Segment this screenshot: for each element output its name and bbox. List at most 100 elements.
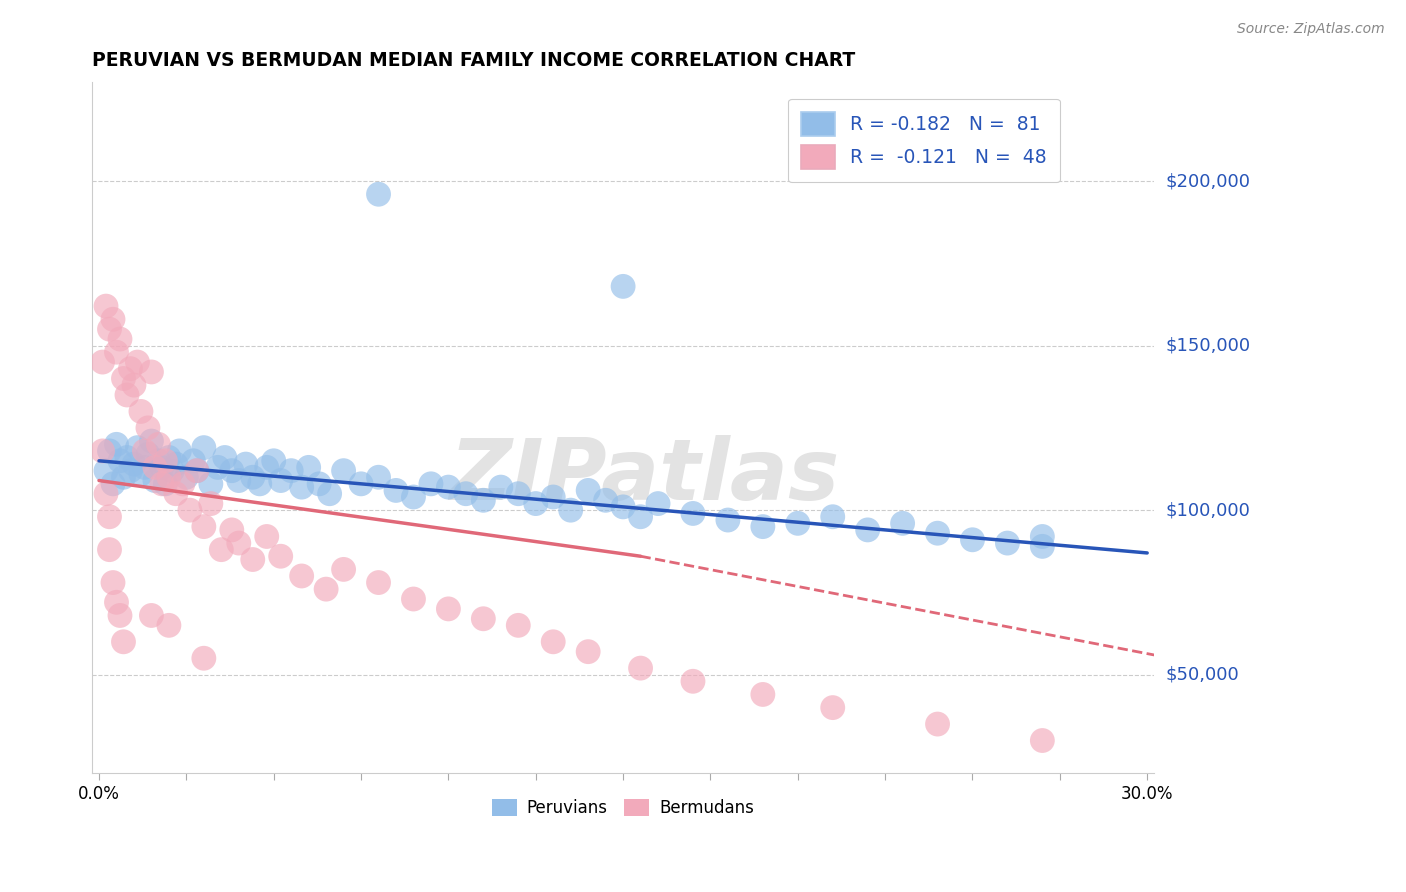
Point — [263, 454, 285, 468]
Point — [270, 549, 292, 564]
Point — [962, 533, 984, 547]
Point — [612, 279, 634, 293]
Point — [91, 355, 114, 369]
Point — [108, 454, 131, 468]
Point — [183, 454, 205, 468]
Point — [332, 464, 354, 478]
Point — [157, 470, 180, 484]
Point — [108, 332, 131, 346]
Point — [576, 645, 599, 659]
Text: $50,000: $50,000 — [1166, 665, 1239, 683]
Point — [332, 562, 354, 576]
Point — [179, 503, 201, 517]
Point — [134, 460, 156, 475]
Point — [193, 441, 215, 455]
Point — [105, 595, 128, 609]
Point — [472, 493, 495, 508]
Text: $150,000: $150,000 — [1166, 336, 1250, 355]
Point — [298, 460, 321, 475]
Point — [402, 490, 425, 504]
Point — [136, 421, 159, 435]
Point — [308, 476, 330, 491]
Point — [91, 444, 114, 458]
Point — [856, 523, 879, 537]
Point — [186, 464, 208, 478]
Text: Source: ZipAtlas.com: Source: ZipAtlas.com — [1237, 22, 1385, 37]
Point — [270, 474, 292, 488]
Point — [256, 460, 278, 475]
Point — [98, 542, 121, 557]
Point — [112, 635, 135, 649]
Point — [576, 483, 599, 498]
Point — [108, 608, 131, 623]
Point — [150, 460, 173, 475]
Point — [524, 497, 547, 511]
Point — [101, 575, 124, 590]
Text: ZIPatlas: ZIPatlas — [450, 434, 839, 517]
Point — [472, 612, 495, 626]
Point — [630, 509, 652, 524]
Point — [134, 444, 156, 458]
Point — [891, 516, 914, 531]
Point — [122, 378, 145, 392]
Point — [242, 470, 264, 484]
Point — [157, 618, 180, 632]
Point — [127, 441, 149, 455]
Point — [997, 536, 1019, 550]
Point — [186, 464, 208, 478]
Point — [489, 480, 512, 494]
Text: $100,000: $100,000 — [1166, 501, 1250, 519]
Point — [193, 651, 215, 665]
Point — [162, 464, 184, 478]
Point — [242, 552, 264, 566]
Point — [315, 582, 337, 596]
Point — [630, 661, 652, 675]
Point — [682, 507, 704, 521]
Point — [717, 513, 740, 527]
Point — [437, 602, 460, 616]
Point — [122, 457, 145, 471]
Point — [291, 569, 314, 583]
Point — [120, 361, 142, 376]
Point — [143, 474, 166, 488]
Point — [157, 450, 180, 465]
Point — [120, 464, 142, 478]
Point — [235, 457, 257, 471]
Point — [150, 476, 173, 491]
Point — [129, 404, 152, 418]
Point — [200, 497, 222, 511]
Point — [98, 444, 121, 458]
Point — [291, 480, 314, 494]
Point — [94, 464, 117, 478]
Point — [148, 454, 170, 468]
Point — [786, 516, 808, 531]
Point — [200, 476, 222, 491]
Point — [367, 470, 389, 484]
Point — [169, 444, 191, 458]
Point — [508, 618, 530, 632]
Point — [612, 500, 634, 514]
Point — [647, 497, 669, 511]
Point — [115, 388, 138, 402]
Point — [752, 688, 775, 702]
Point — [437, 480, 460, 494]
Point — [115, 450, 138, 465]
Point — [367, 575, 389, 590]
Point — [94, 486, 117, 500]
Point — [385, 483, 408, 498]
Point — [249, 476, 271, 491]
Point — [1031, 733, 1053, 747]
Point — [402, 592, 425, 607]
Point — [143, 460, 166, 475]
Point — [148, 437, 170, 451]
Point — [155, 476, 177, 491]
Point — [508, 486, 530, 500]
Point — [176, 470, 198, 484]
Point — [172, 476, 194, 491]
Point — [141, 365, 163, 379]
Point — [821, 700, 844, 714]
Point — [141, 434, 163, 448]
Point — [541, 635, 564, 649]
Point — [98, 509, 121, 524]
Point — [1031, 529, 1053, 543]
